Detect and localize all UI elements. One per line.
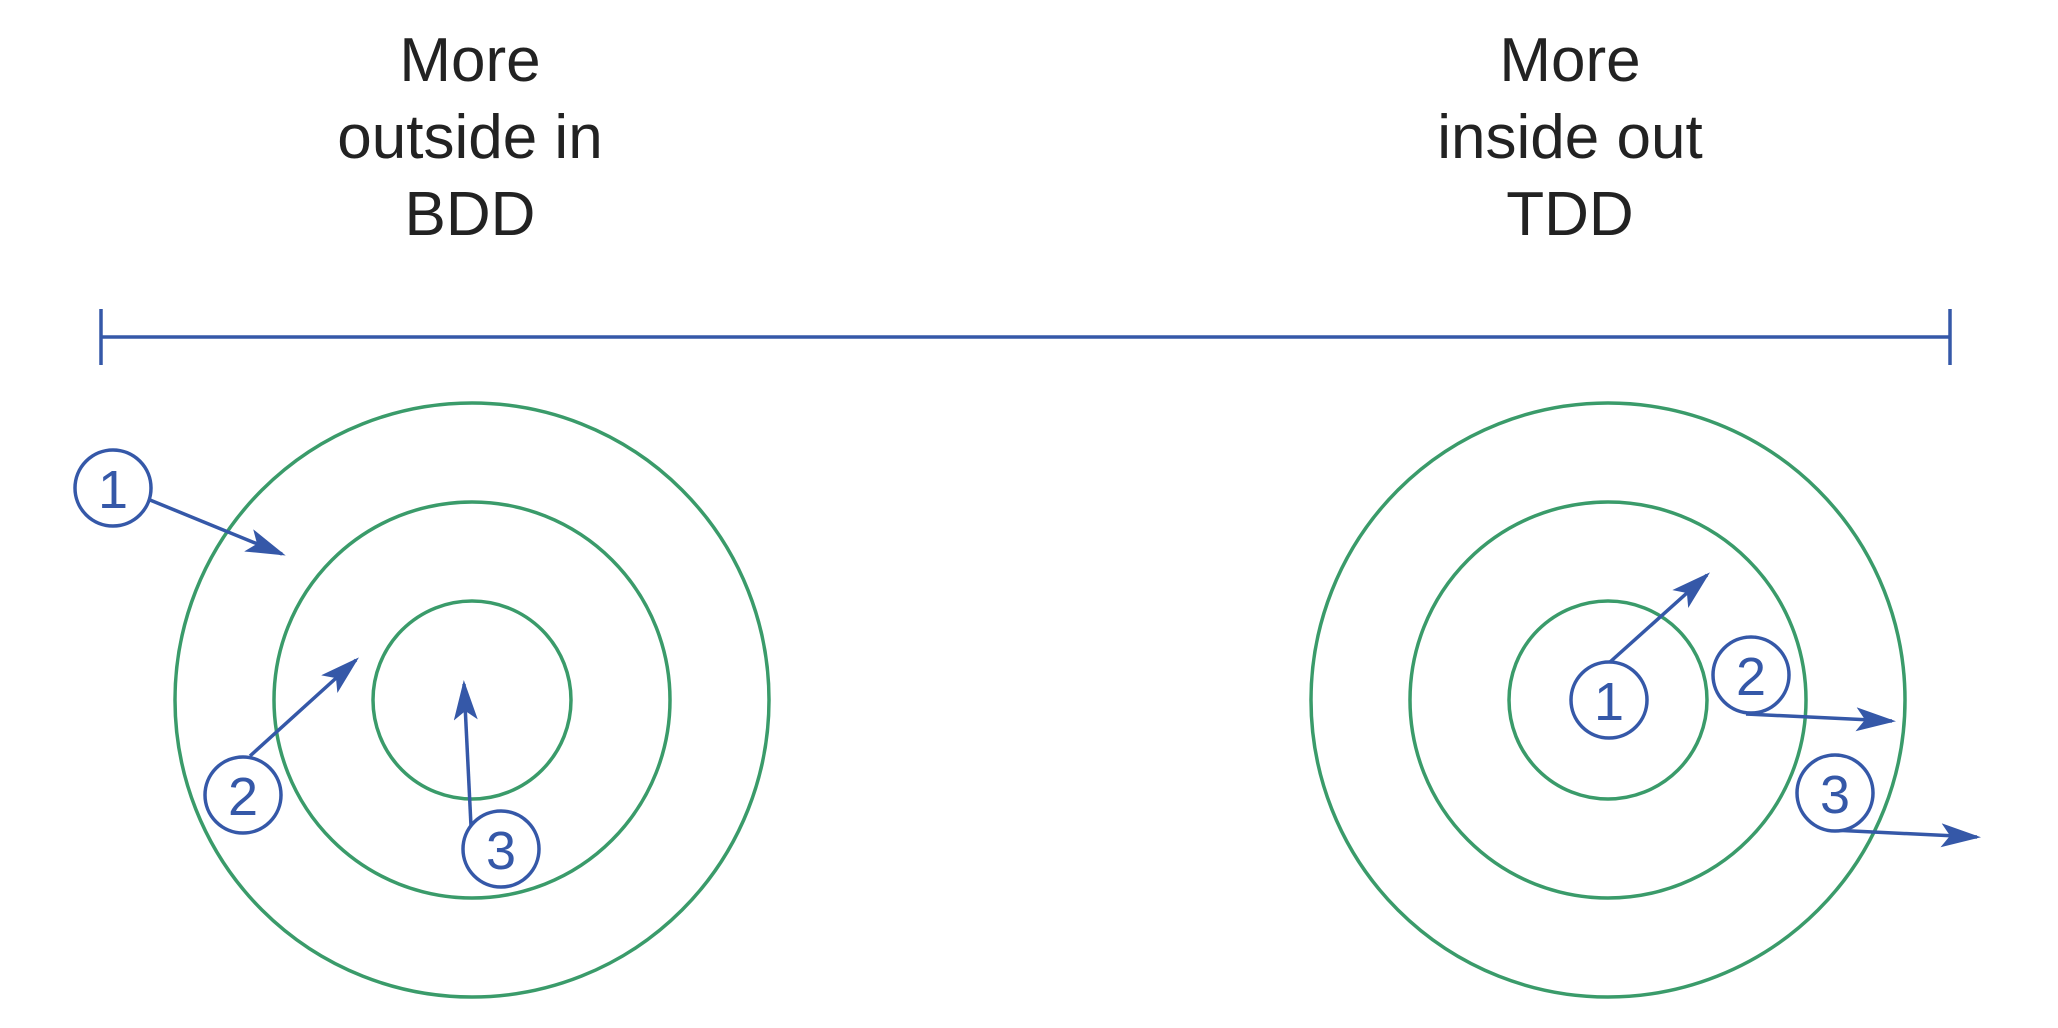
left-step-3-label: 3	[486, 821, 516, 881]
right-step-3: 3	[1797, 755, 1873, 831]
left-inner-ring	[373, 601, 571, 799]
left-arrows	[150, 500, 471, 826]
left-outer-ring	[175, 403, 769, 997]
left-step-1: 1	[75, 450, 151, 526]
right-step-3-label: 3	[1820, 765, 1850, 825]
right-arrows	[1610, 575, 1977, 837]
spectrum-axis	[101, 309, 1950, 365]
right-arrow-3	[1832, 830, 1977, 837]
left-arrow-3	[464, 684, 471, 826]
right-step-1-label: 1	[1594, 672, 1624, 732]
left-arrow-2	[250, 660, 356, 756]
left-arrow-1	[150, 500, 282, 554]
right-step-2-label: 2	[1736, 647, 1766, 707]
left-step-2: 2	[205, 757, 281, 833]
right-step-2: 2	[1713, 637, 1789, 713]
left-step-3: 3	[463, 811, 539, 887]
right-step-1: 1	[1571, 662, 1647, 738]
left-target	[175, 403, 769, 997]
left-step-1-label: 1	[98, 460, 128, 520]
left-step-2-label: 2	[228, 767, 258, 827]
right-arrow-2	[1746, 714, 1892, 721]
